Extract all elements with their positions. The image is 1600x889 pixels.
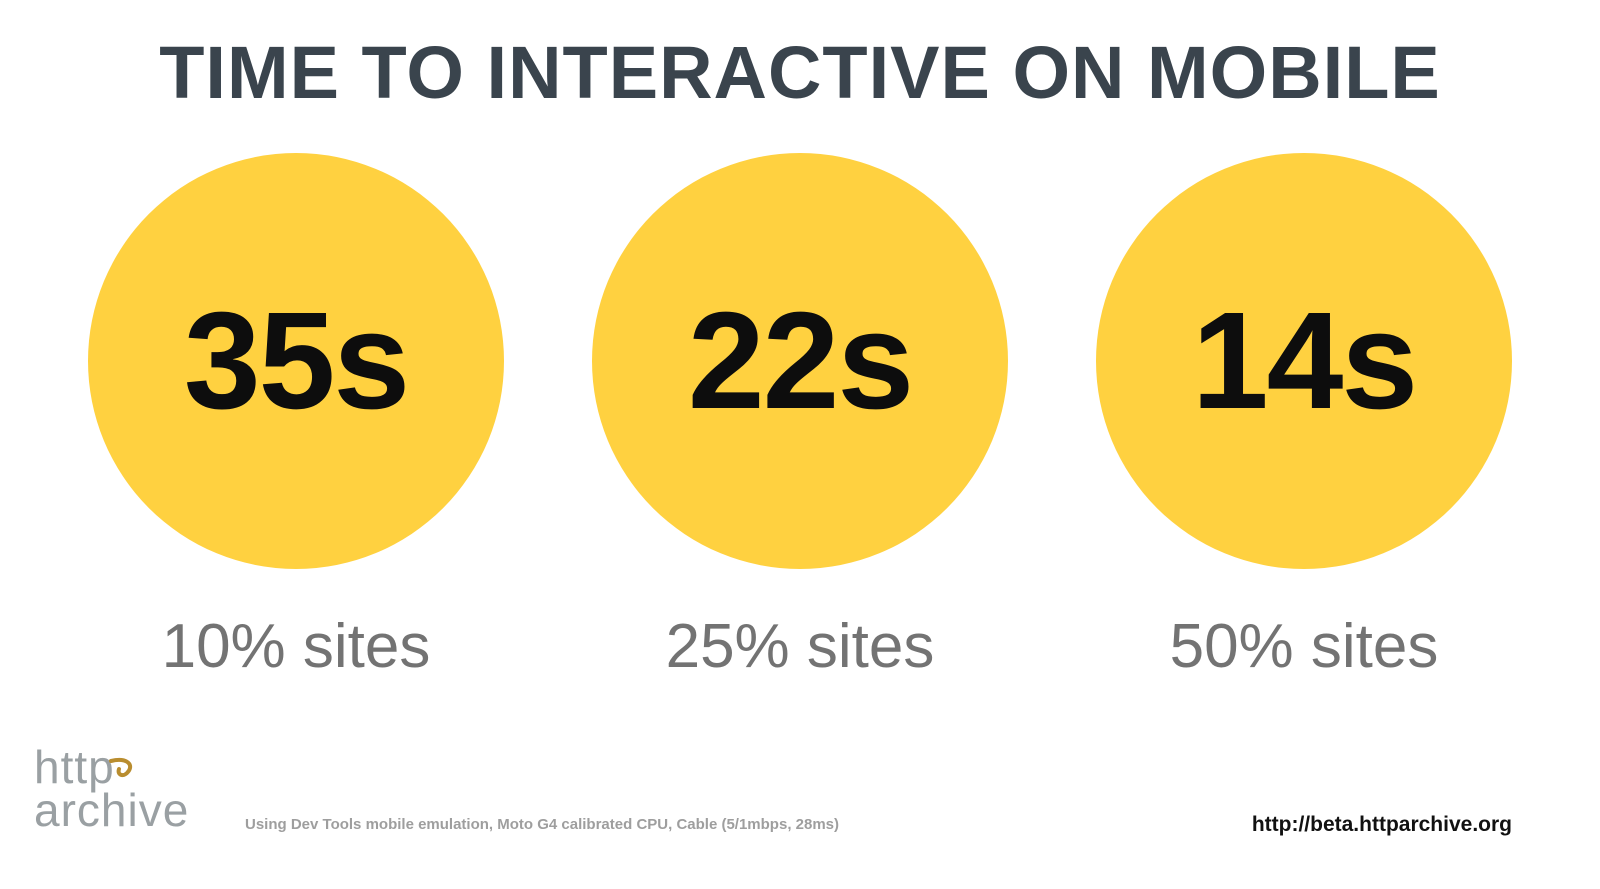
stats-row: 35s 10% sites 22s 25% sites 14s 50% site… [0,153,1600,682]
stat-column-p25: 22s 25% sites [592,153,1008,682]
page-title: TIME TO INTERACTIVE ON MOBILE [159,31,1441,114]
logo-swirl-icon [107,748,137,790]
stat-circle-p50: 14s [1096,153,1512,569]
stat-column-p10: 35s 10% sites [88,153,504,682]
stat-label-p10: 10% sites [161,612,431,681]
logo-text-http: http [34,744,132,790]
stat-value-p10: 35s [183,283,410,438]
http-archive-logo: http archive [34,744,189,832]
stat-value-p25: 22s [687,283,914,438]
logo-word-archive: archive [34,783,190,836]
methodology-footnote: Using Dev Tools mobile emulation, Moto G… [245,816,840,833]
stat-value-p50: 14s [1191,283,1418,438]
site-url: http://beta.httparchive.org [1251,813,1512,836]
stat-circle-p10: 35s [88,153,504,569]
logo-word-http: http [34,741,115,794]
stat-circle-p25: 22s [592,153,1008,569]
stat-label-p25: 25% sites [665,612,935,681]
stat-column-p50: 14s 50% sites [1096,153,1512,682]
stat-label-p50: 50% sites [1169,612,1439,681]
